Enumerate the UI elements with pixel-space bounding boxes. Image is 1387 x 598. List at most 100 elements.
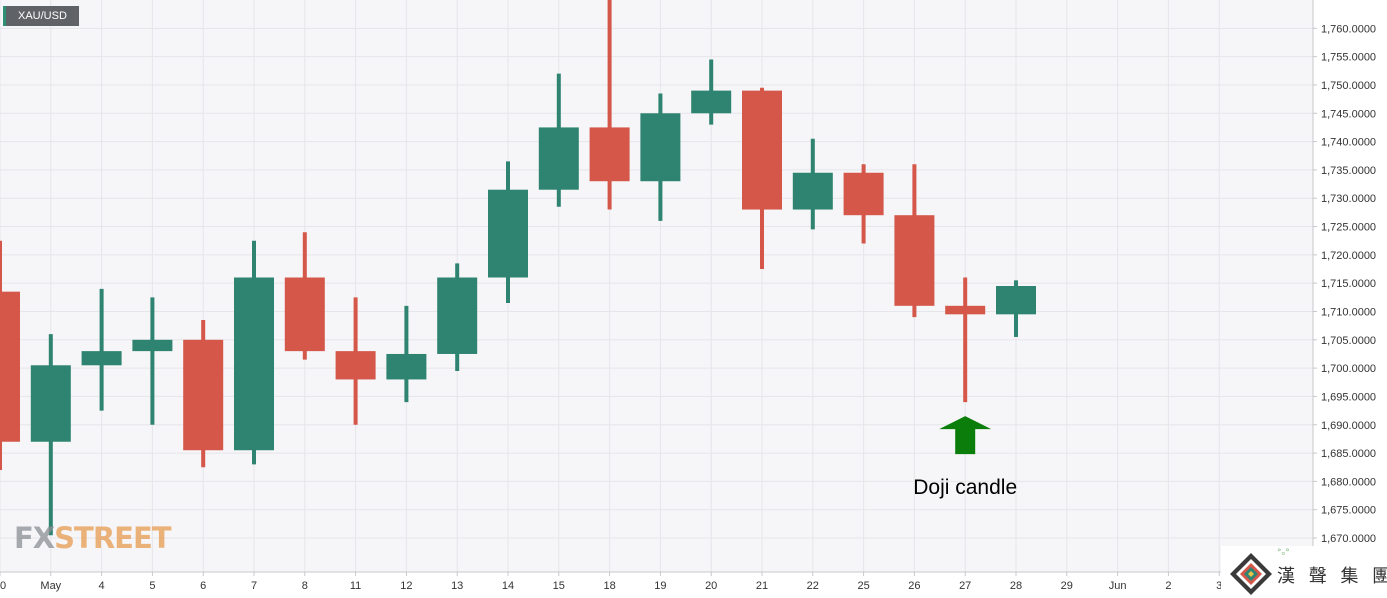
corner-logo: °ₒ° 漢 聲 集 團: [1221, 546, 1387, 598]
candle-8: [284, 232, 325, 360]
x-tick-label: 27: [959, 580, 971, 592]
candle-21: [742, 87, 782, 270]
candle-body: [996, 286, 1036, 315]
candle-5: [132, 297, 173, 425]
x-tick-label: 7: [251, 580, 257, 592]
x-tick-label: 5: [149, 580, 155, 592]
candle-12: [386, 305, 427, 403]
y-tick-label: 1,675.0000: [1321, 505, 1376, 517]
y-tick-label: 1,670.0000: [1321, 533, 1376, 545]
candle-20: [691, 59, 732, 125]
x-tick-label: 14: [502, 580, 514, 592]
x-tick-label: 20: [705, 580, 717, 592]
y-tick-label: 1,735.0000: [1321, 165, 1376, 177]
candle-22: [792, 138, 833, 230]
x-tick-label: 2: [1165, 580, 1171, 592]
x-tick-label: 4: [99, 580, 105, 592]
candle-18: [589, 0, 630, 210]
candle-7: [234, 240, 274, 465]
y-tick-label: 1,745.0000: [1321, 108, 1376, 120]
watermark-street: STREET: [54, 521, 171, 555]
candle-body: [488, 189, 528, 278]
diamond-logo-icon: [1230, 553, 1272, 595]
y-tick-label: 1,700.0000: [1321, 363, 1376, 375]
y-tick-label: 1,690.0000: [1321, 420, 1376, 432]
up-arrow-icon: [939, 416, 992, 455]
candle-30: [0, 240, 20, 471]
logo-text: 漢 聲 集 團: [1277, 566, 1387, 587]
candle-body: [386, 353, 427, 380]
candle-19: [640, 93, 681, 221]
y-tick-label: 1,695.0000: [1321, 391, 1376, 403]
candle-body: [691, 90, 732, 114]
candle-body: [843, 172, 884, 216]
x-tick-labels: 30 May 4 5 6 7 8 11 12 13 14 15 18 19 20 21 22 25 26 27 28 29…: [0, 572, 1222, 592]
y-tick-label: 1,715.0000: [1321, 278, 1376, 290]
x-tick-label: Jun: [1109, 580, 1127, 592]
y-tick-label: 1,730.0000: [1321, 193, 1376, 205]
candle-26: [894, 164, 935, 318]
candle-4: [81, 288, 122, 411]
candle-May: [30, 334, 71, 536]
x-tick-label: 15: [553, 580, 565, 592]
x-tick-label: 8: [302, 580, 308, 592]
x-tick-label: 3: [1216, 580, 1222, 592]
x-tick-label: 12: [400, 580, 412, 592]
candle-body: [30, 365, 71, 442]
candle-14: [488, 161, 528, 303]
candle-13: [437, 263, 478, 371]
y-tick-label: 1,740.0000: [1321, 137, 1376, 149]
x-axis-panel: [0, 572, 1387, 598]
y-tick-label: 1,705.0000: [1321, 335, 1376, 347]
candle-15: [538, 73, 579, 207]
candle-body: [81, 351, 122, 366]
x-tick-label: 13: [451, 580, 463, 592]
candle-28: [996, 280, 1036, 337]
y-axis-panel: [1313, 0, 1387, 572]
annotation-group: Doji candle: [913, 416, 1017, 499]
candle-25: [843, 164, 884, 244]
candle-body: [894, 215, 935, 306]
candle-body: [132, 339, 173, 352]
x-tick-label: May: [40, 580, 61, 592]
plot-background: [0, 0, 1313, 572]
candle-27: [945, 277, 986, 403]
y-tick-label: 1,760.0000: [1321, 23, 1376, 35]
y-tick-label: 1,725.0000: [1321, 222, 1376, 234]
candle-body: [234, 277, 274, 451]
candle-body: [335, 351, 376, 380]
y-tick-label: 1,680.0000: [1321, 476, 1376, 488]
x-tick-label: 18: [603, 580, 615, 592]
candle-body: [589, 127, 630, 182]
y-tick-label: 1,685.0000: [1321, 448, 1376, 460]
x-tick-label: 11: [350, 580, 361, 592]
candle-body: [183, 339, 224, 451]
x-tick-label: 29: [1061, 580, 1073, 592]
x-tick-label: 25: [857, 580, 869, 592]
y-tick-labels: 1,670.0000 1,675.0000 1,680.0000 1,685.0000…: [1313, 23, 1376, 545]
candle-body: [538, 127, 579, 190]
x-tick-label: 21: [756, 580, 768, 592]
candle-body: [284, 277, 325, 352]
candle-body: [640, 113, 681, 182]
candle-body: [792, 172, 833, 210]
candles-group: [0, 0, 1036, 536]
fxstreet-watermark: FXSTREET: [14, 521, 172, 555]
candle-6: [183, 319, 224, 468]
x-tick-label: 30: [0, 580, 6, 592]
doji-annotation-label: Doji candle: [913, 476, 1017, 499]
y-tick-label: 1,750.0000: [1321, 80, 1376, 92]
symbol-label: XAU/USD: [3, 6, 79, 26]
y-tick-label: 1,720.0000: [1321, 250, 1376, 262]
x-tick-label: 28: [1010, 580, 1022, 592]
y-tick-label: 1,755.0000: [1321, 52, 1376, 64]
candle-body: [0, 291, 20, 442]
x-tick-label: 26: [908, 580, 920, 592]
logo-dots: °ₒ°: [1277, 548, 1290, 558]
x-tick-label: 6: [200, 580, 206, 592]
candle-body: [945, 305, 986, 315]
x-tick-label: 22: [807, 580, 819, 592]
candle-body: [437, 277, 478, 354]
watermark-fx: FX: [14, 521, 55, 555]
